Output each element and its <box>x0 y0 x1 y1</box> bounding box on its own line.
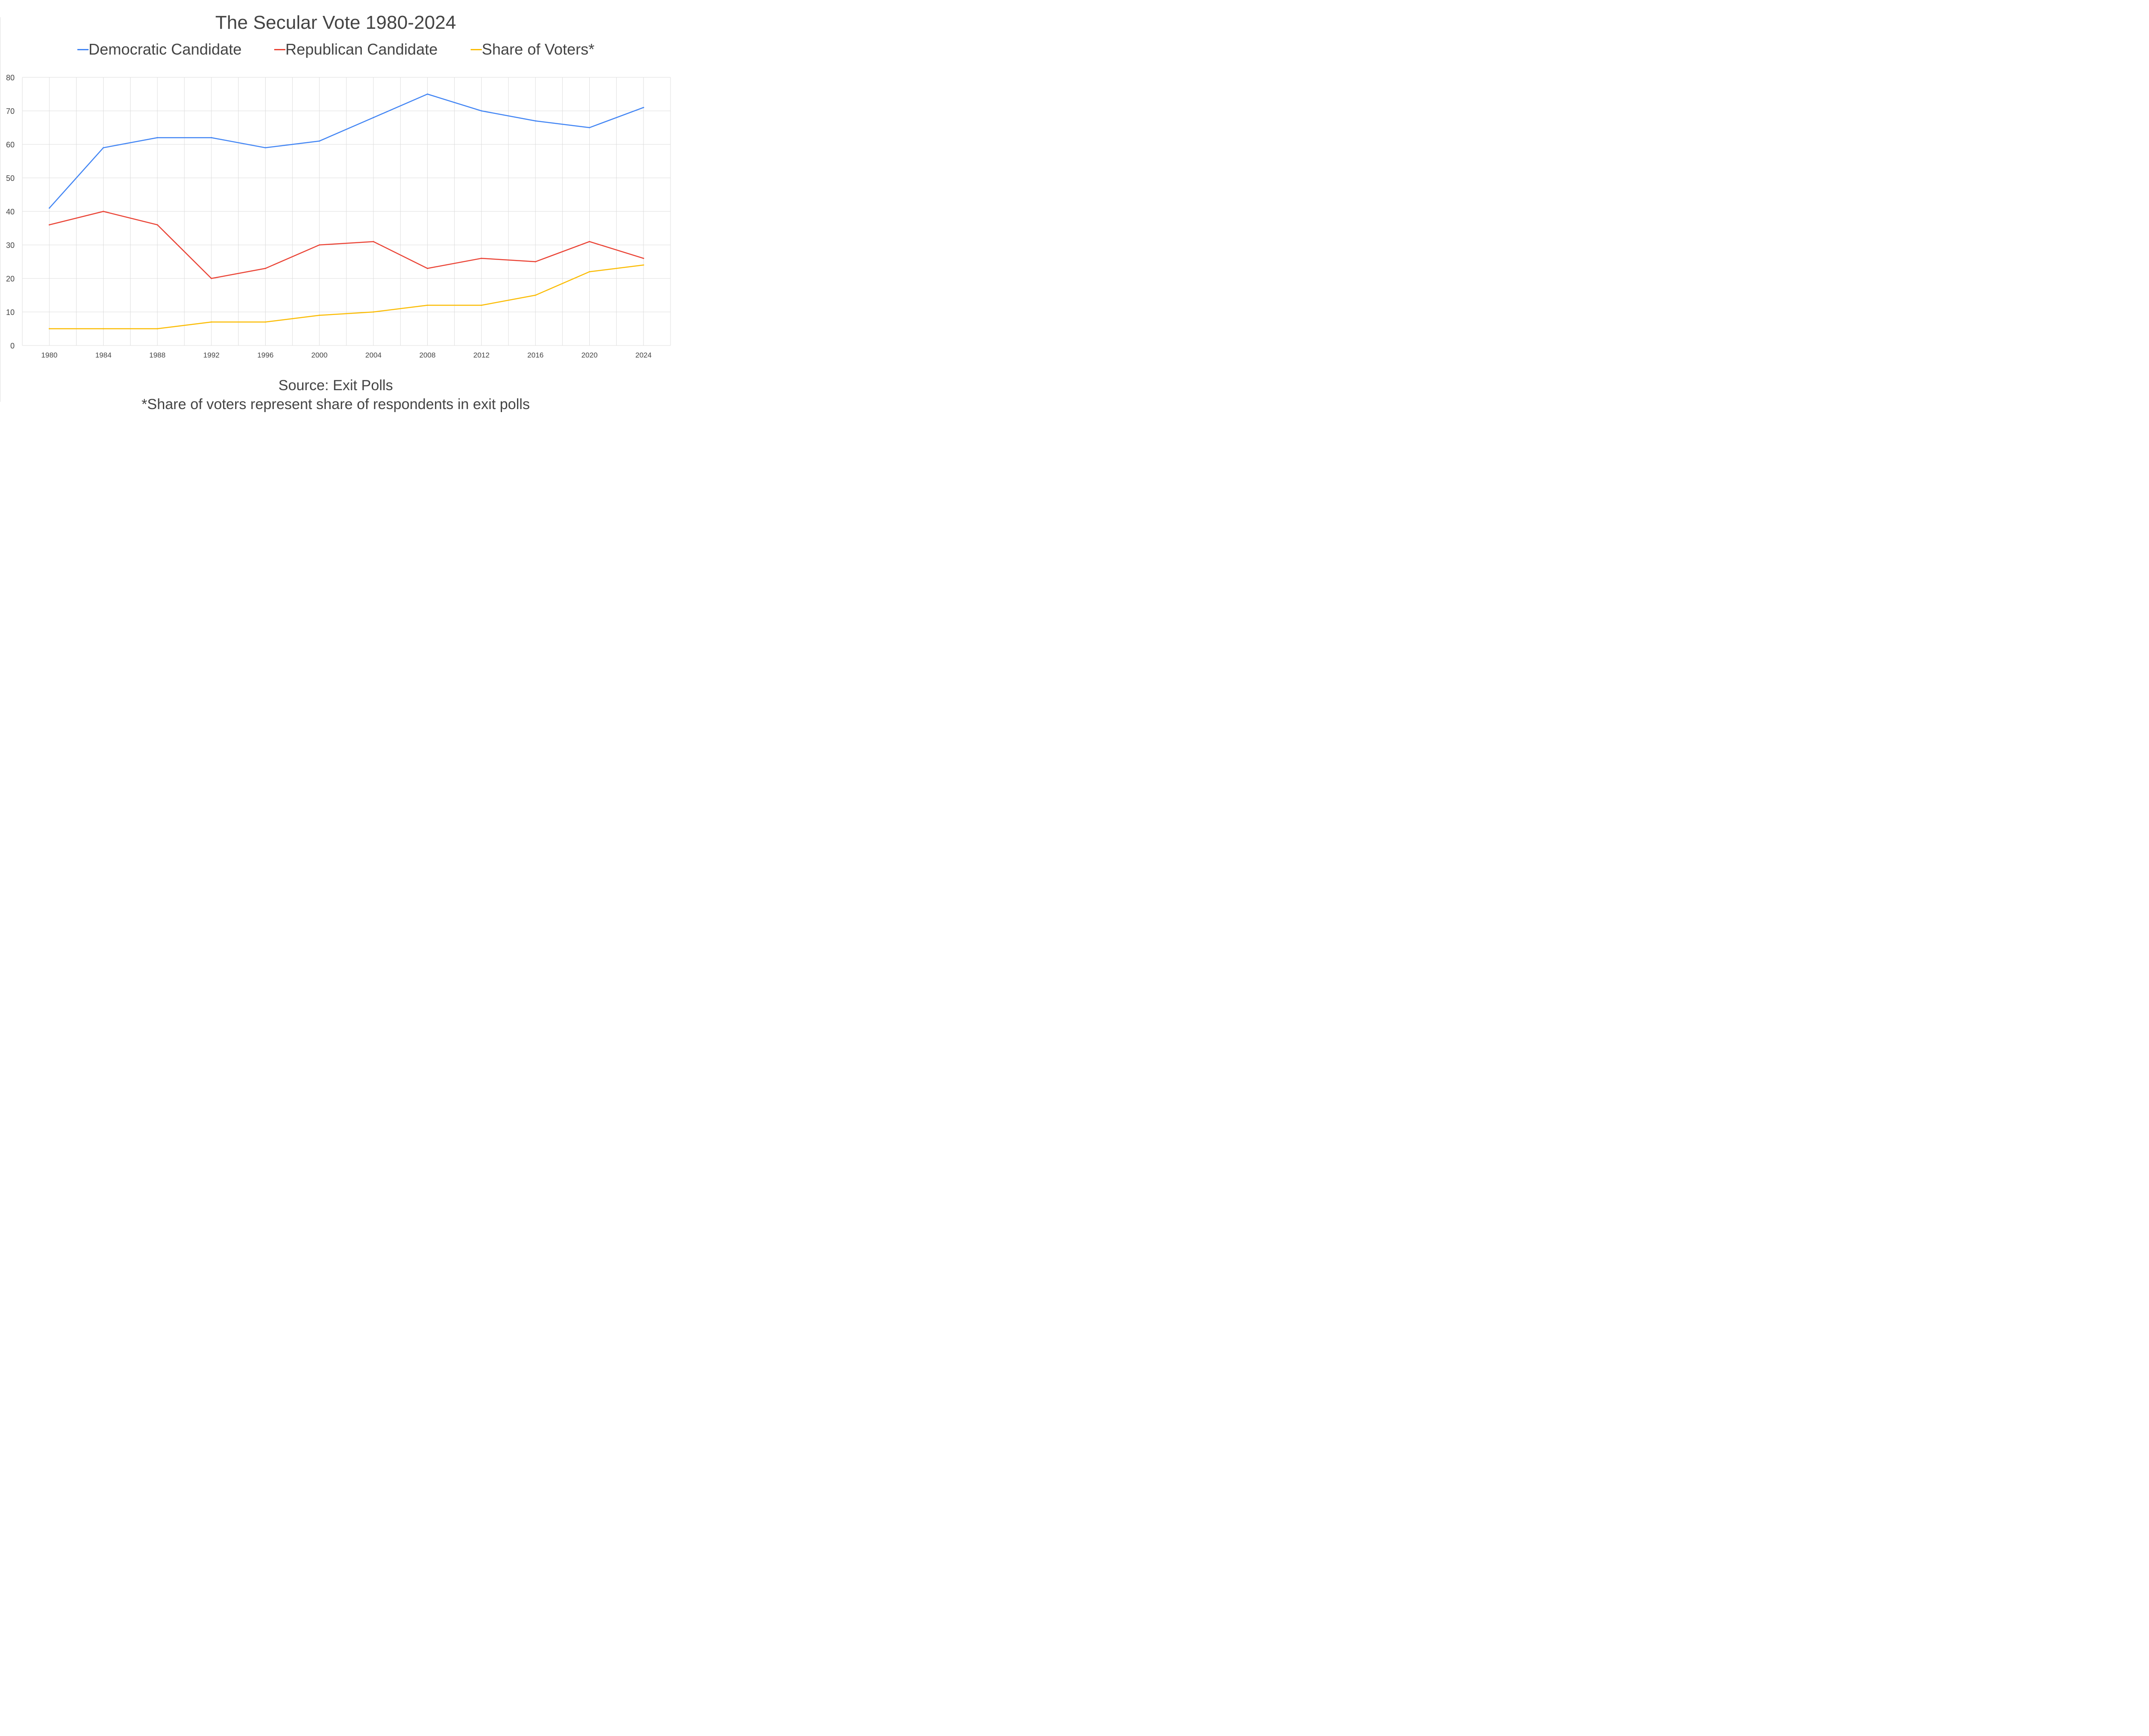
x-tick-label: 2008 <box>419 351 436 359</box>
legend-label-share: Share of Voters* <box>482 40 595 58</box>
legend-item-democratic: Democratic Candidate <box>77 40 242 58</box>
legend-swatch-republican <box>274 49 285 50</box>
data-point <box>211 321 212 323</box>
y-tick-label: 30 <box>6 241 15 250</box>
y-tick-label: 80 <box>6 73 15 82</box>
y-tick-label: 10 <box>6 308 15 317</box>
x-axis: 1980 1984 1988 1992 1996 2000 2004 2008 2012 2016… <box>41 351 652 359</box>
data-point <box>481 304 482 306</box>
data-point <box>589 241 590 242</box>
legend-label-republican: Republican Candidate <box>285 40 438 58</box>
series-lines <box>49 93 644 330</box>
data-point <box>481 110 482 112</box>
legend-item-share: Share of Voters* <box>471 40 594 58</box>
x-tick-label: 1996 <box>257 351 274 359</box>
data-point <box>643 257 644 259</box>
x-tick-label: 2000 <box>311 351 328 359</box>
x-tick-label: 2016 <box>527 351 544 359</box>
data-point <box>265 268 266 269</box>
data-point <box>49 328 50 330</box>
x-tick-label: 1992 <box>203 351 220 359</box>
data-point <box>373 117 374 119</box>
data-point <box>49 224 50 226</box>
grid <box>22 77 671 346</box>
legend-label-democratic: Democratic Candidate <box>89 40 242 58</box>
series-line-republican-candidate <box>49 211 644 279</box>
data-point <box>156 328 158 330</box>
data-point <box>589 127 590 128</box>
legend-swatch-share <box>471 49 482 50</box>
data-point <box>643 107 644 108</box>
footnote: *Share of voters represent share of resp… <box>141 396 530 413</box>
data-point <box>103 147 104 149</box>
data-point <box>103 328 104 330</box>
data-point <box>535 120 536 122</box>
y-tick-label: 40 <box>6 208 15 216</box>
data-point <box>265 147 266 149</box>
x-tick-label: 1988 <box>149 351 165 359</box>
data-point <box>427 304 428 306</box>
x-tick-label: 2004 <box>365 351 382 359</box>
data-point <box>427 93 428 95</box>
y-tick-label: 60 <box>6 141 15 149</box>
data-point <box>156 224 158 226</box>
chart-plot: 0 10 20 30 40 50 60 70 80 1980 1984 1988 1992 1996 20… <box>6 73 671 359</box>
data-point <box>318 140 320 142</box>
data-point <box>373 241 374 242</box>
y-tick-label: 0 <box>10 342 15 350</box>
data-point <box>535 294 536 296</box>
legend: Democratic Candidate Republican Candidat… <box>0 40 671 59</box>
legend-swatch-democratic <box>77 49 89 50</box>
x-tick-label: 1980 <box>41 351 58 359</box>
data-point <box>265 321 266 323</box>
data-point <box>318 315 320 316</box>
y-tick-label: 50 <box>6 174 15 183</box>
data-point <box>156 137 158 138</box>
source-note: Source: Exit Polls <box>278 377 393 394</box>
series-line-democratic-candidate <box>49 93 644 209</box>
data-point <box>103 211 104 212</box>
y-axis: 0 10 20 30 40 50 60 70 80 <box>6 73 15 350</box>
data-point <box>49 207 50 209</box>
legend-item-republican: Republican Candidate <box>274 40 438 58</box>
data-point <box>211 278 212 279</box>
y-tick-label: 70 <box>6 107 15 116</box>
x-tick-label: 2020 <box>582 351 598 359</box>
y-tick-label: 20 <box>6 275 15 283</box>
x-tick-label: 2012 <box>473 351 490 359</box>
data-point <box>211 137 212 138</box>
data-point <box>589 271 590 272</box>
data-point <box>535 261 536 263</box>
x-tick-label: 1984 <box>95 351 112 359</box>
chart-title: The Secular Vote 1980-2024 <box>215 12 456 33</box>
data-point <box>318 244 320 246</box>
series-line-share-of-voters <box>49 264 644 330</box>
data-point <box>643 264 644 266</box>
x-tick-label: 2024 <box>635 351 652 359</box>
data-point <box>427 268 428 269</box>
data-point <box>481 257 482 259</box>
data-point <box>373 311 374 313</box>
